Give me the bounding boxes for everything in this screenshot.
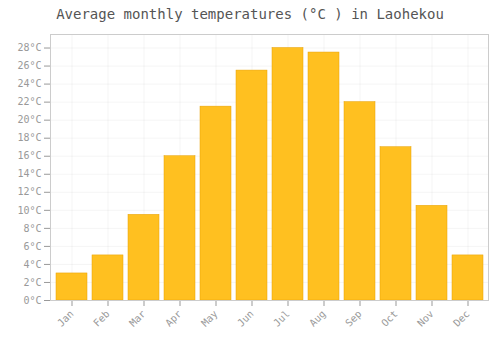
svg-text:12°C: 12°C (17, 186, 41, 197)
svg-text:Apr: Apr (163, 308, 184, 329)
svg-text:6°C: 6°C (23, 241, 41, 252)
svg-text:8°C: 8°C (23, 223, 41, 234)
svg-text:16°C: 16°C (17, 150, 41, 161)
svg-text:Dec: Dec (451, 308, 472, 329)
svg-text:Mar: Mar (127, 308, 148, 329)
svg-text:14°C: 14°C (17, 168, 41, 179)
svg-text:Sep: Sep (343, 308, 364, 329)
svg-text:20°C: 20°C (17, 114, 41, 125)
svg-text:0°C: 0°C (23, 295, 41, 306)
svg-text:18°C: 18°C (17, 132, 41, 143)
svg-text:24°C: 24°C (17, 78, 41, 89)
svg-text:26°C: 26°C (17, 60, 41, 71)
svg-text:Nov: Nov (415, 308, 436, 329)
svg-text:May: May (199, 308, 220, 329)
html-text:Average monthly temperatures (: Average monthly temperatures (°C ) in La… (56, 6, 444, 22)
svg-text:10°C: 10°C (17, 205, 41, 216)
svg-text:22°C: 22°C (17, 96, 41, 107)
svg-text:4°C: 4°C (23, 259, 41, 270)
svg-text:Feb: Feb (91, 308, 112, 329)
svg-text:28°C: 28°C (17, 42, 41, 53)
svg-text:Jan: Jan (55, 308, 76, 329)
svg-text:2°C: 2°C (23, 277, 41, 288)
svg-text:Jul: Jul (271, 308, 292, 329)
svg-text:Aug: Aug (307, 308, 328, 329)
svg-text:Oct: Oct (379, 308, 400, 329)
svg-text:Jun: Jun (235, 308, 256, 329)
